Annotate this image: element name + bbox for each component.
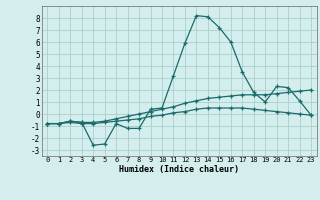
X-axis label: Humidex (Indice chaleur): Humidex (Indice chaleur) bbox=[119, 165, 239, 174]
